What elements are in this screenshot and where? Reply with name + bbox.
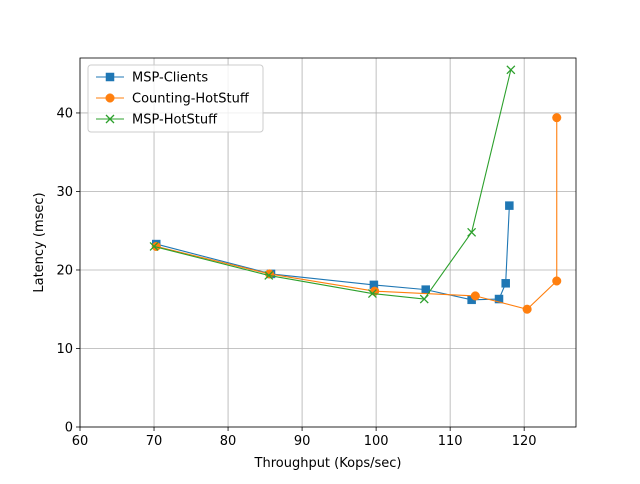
data-point-counting-hotstuff xyxy=(470,291,480,301)
legend-label: Counting-HotStuff xyxy=(132,92,250,107)
series-layer xyxy=(149,65,562,314)
legend: MSP-Clients Counting-HotStuff MSP-HotStuff xyxy=(87,64,264,133)
data-point-msp-hotstuff xyxy=(467,227,477,237)
plot-frame xyxy=(79,57,577,428)
y-tick-label: 10 xyxy=(56,342,73,357)
legend-marker xyxy=(105,93,115,103)
legend-item-msp-hotstuff: MSP-HotStuff xyxy=(96,113,218,128)
data-point-counting-hotstuff xyxy=(522,304,532,314)
series-line-msp-hotstuff xyxy=(153,69,512,300)
x-axis-label: Throughput (Kops/sec) xyxy=(254,456,402,471)
x-tick-label: 70 xyxy=(146,434,163,449)
legend-label: MSP-HotStuff xyxy=(132,113,218,128)
legend-item-counting-hotstuff: Counting-HotStuff xyxy=(96,92,250,107)
y-tick-label: 0 xyxy=(65,421,73,436)
y-tick-label: 20 xyxy=(56,263,73,278)
y-tick-label: 30 xyxy=(56,185,73,200)
x-tick-label: 120 xyxy=(512,434,537,449)
legend-label: MSP-Clients xyxy=(132,71,208,86)
data-point-msp-hotstuff xyxy=(506,65,516,75)
legend-box xyxy=(87,64,264,133)
x-tick-label: 60 xyxy=(72,434,89,449)
ticks: 60 70 80 90 100 110 120 0 10 20 30 40 xyxy=(56,106,536,449)
legend-marker xyxy=(105,72,115,82)
y-axis-label: Latency (msec) xyxy=(32,192,47,292)
x-tick-label: 100 xyxy=(364,434,389,449)
x-tick-label: 80 xyxy=(220,434,237,449)
legend-item-msp-clients: MSP-Clients xyxy=(96,71,208,86)
legend-marker xyxy=(105,114,115,124)
data-point-msp-clients xyxy=(505,201,514,210)
data-point-msp-hotstuff xyxy=(264,271,274,280)
data-point-msp-hotstuff xyxy=(419,294,429,304)
data-point-msp-clients xyxy=(501,279,510,288)
data-point-msp-hotstuff xyxy=(367,289,377,298)
y-tick-label: 40 xyxy=(56,106,73,121)
x-tick-label: 90 xyxy=(294,434,311,449)
x-tick-label: 110 xyxy=(438,434,463,449)
data-point-counting-hotstuff xyxy=(552,276,562,286)
series-msp-hotstuff xyxy=(149,65,516,304)
data-point-msp-hotstuff xyxy=(149,241,159,251)
data-point-counting-hotstuff xyxy=(552,113,562,123)
data-point-msp-clients xyxy=(494,294,504,304)
